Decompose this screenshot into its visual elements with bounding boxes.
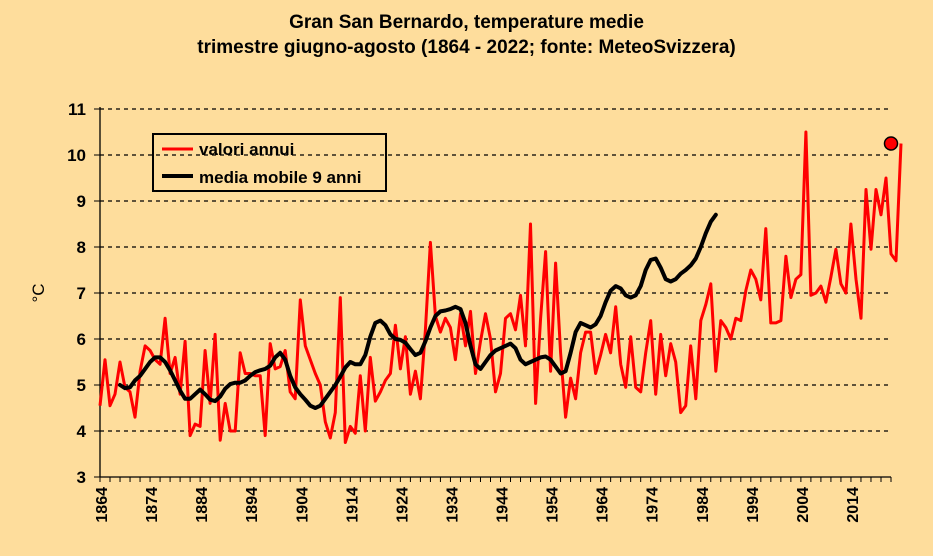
chart-title-block: Gran San Bernardo, temperature medie tri… — [0, 10, 933, 60]
x-tick-label: 1934 — [444, 487, 461, 523]
x-tick-label: 1924 — [394, 487, 411, 523]
y-tick-label: 5 — [77, 376, 86, 395]
y-tick-label: 7 — [77, 284, 86, 303]
x-tick-label: 1864 — [94, 487, 111, 523]
y-tick-label: 8 — [77, 238, 86, 257]
x-tick-label: 1884 — [194, 487, 211, 523]
y-tick-label: 11 — [68, 100, 86, 119]
x-tick-label: 1894 — [244, 487, 261, 523]
y-tick-label: 6 — [77, 330, 86, 349]
x-tick-label: 1914 — [344, 487, 361, 523]
legend-label-moving-average: media mobile 9 anni — [199, 168, 362, 187]
y-tick-label: 10 — [67, 146, 86, 165]
legend-label-annual: valori annui — [199, 140, 294, 159]
x-tick-label: 1904 — [294, 487, 311, 523]
legend-box — [152, 133, 387, 192]
x-tick-label: 1944 — [495, 487, 512, 523]
chart-subtitle: trimestre giugno-agosto (1864 - 2022; fo… — [197, 37, 736, 58]
chart-title: Gran San Bernardo, temperature medie — [289, 12, 644, 33]
x-tick-label: 1994 — [745, 487, 762, 523]
x-tick-label: 1874 — [144, 487, 161, 523]
x-tick-label: 2004 — [795, 487, 812, 523]
series-line-annual — [98, 130, 903, 444]
x-tick-label: 1954 — [545, 487, 562, 523]
last-value-marker — [883, 136, 899, 151]
y-tick-label: 4 — [77, 422, 87, 441]
x-tick-label: 2014 — [845, 487, 862, 523]
series-line-moving-average — [118, 212, 718, 410]
y-tick-label: 9 — [77, 192, 86, 211]
x-tick-label: 1974 — [645, 487, 662, 523]
y-tick-label: 3 — [77, 468, 86, 487]
x-tick-label: 1964 — [595, 487, 612, 523]
x-tick-label: 1984 — [695, 487, 712, 523]
y-axis-label: °C — [29, 283, 48, 302]
